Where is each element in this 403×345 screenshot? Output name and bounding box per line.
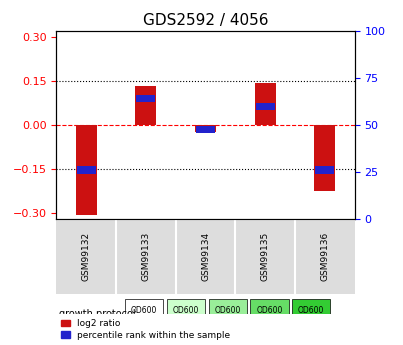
FancyBboxPatch shape	[250, 299, 289, 336]
Text: OD600
0.34: OD600 0.34	[256, 306, 283, 326]
Text: GSM99133: GSM99133	[141, 232, 150, 281]
Text: growth protocol: growth protocol	[59, 309, 136, 319]
Bar	[256, 102, 274, 110]
Bar	[135, 86, 156, 125]
Bar	[195, 125, 216, 131]
Text: OD600
0.21: OD600 0.21	[173, 306, 199, 326]
Bar	[316, 167, 334, 174]
Text: GSM99134: GSM99134	[201, 232, 210, 281]
Bar	[77, 167, 96, 174]
FancyBboxPatch shape	[292, 299, 330, 336]
Bar	[137, 95, 155, 102]
FancyBboxPatch shape	[167, 299, 205, 336]
FancyBboxPatch shape	[208, 299, 247, 336]
Text: GSM99135: GSM99135	[261, 232, 270, 281]
Title: GDS2592 / 4056: GDS2592 / 4056	[143, 13, 268, 29]
FancyBboxPatch shape	[125, 299, 164, 336]
Text: GSM99132: GSM99132	[82, 232, 91, 281]
Bar	[255, 83, 276, 125]
Text: GSM99136: GSM99136	[320, 232, 329, 281]
Text: OD600
0.28: OD600 0.28	[214, 306, 241, 326]
Legend: log2 ratio, percentile rank within the sample: log2 ratio, percentile rank within the s…	[61, 319, 230, 340]
Text: OD600
0.4: OD600 0.4	[298, 306, 324, 326]
Bar	[314, 125, 335, 191]
Bar	[76, 125, 97, 215]
Bar	[196, 126, 215, 134]
Text: OD600
0.13: OD600 0.13	[131, 306, 158, 326]
